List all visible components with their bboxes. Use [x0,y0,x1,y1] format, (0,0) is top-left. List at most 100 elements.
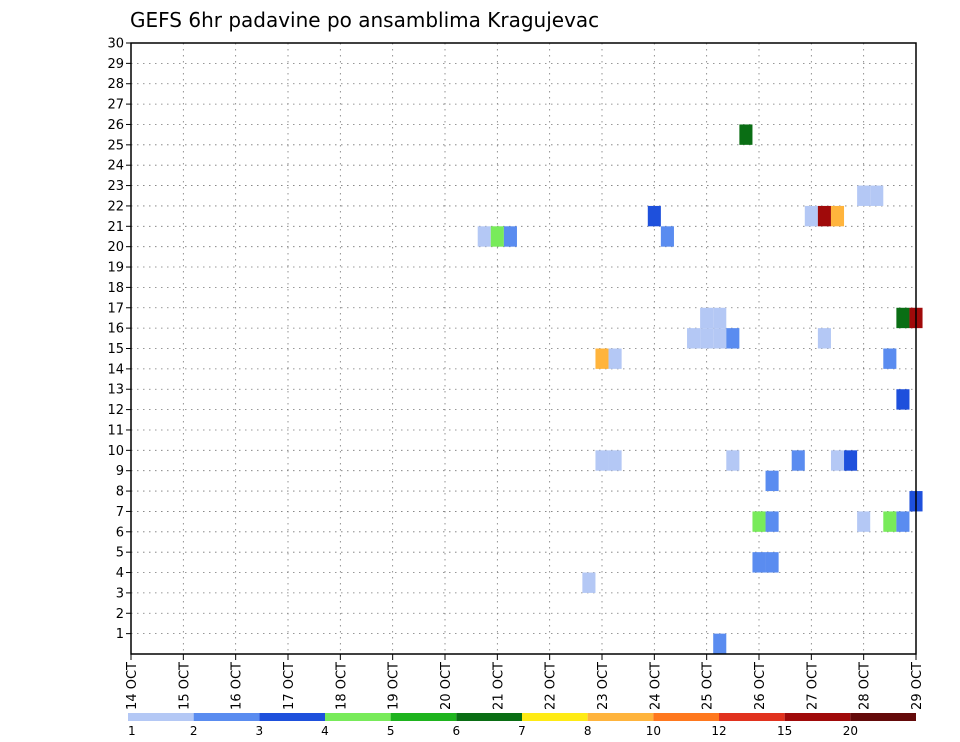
x-tick-label: 20 OCT [439,662,454,710]
y-tick-label: 14 [107,362,124,377]
legend-color-swatch [784,713,851,721]
legend-label: 10 [646,724,661,738]
precipitation-cells [477,124,923,654]
precipitation-cell [830,205,845,227]
precipitation-cell [477,226,491,247]
precipitation-cell [660,226,674,247]
legend-color-swatch [587,713,654,721]
x-tick-label: 26 OCT [753,662,768,710]
y-tick-label: 4 [116,566,124,581]
precipitation-cell [752,552,766,573]
legend-color-swatch [522,713,588,721]
x-axis: 14 OCT 15 OCT 16 OCT 17 OCT 18 OCT 19 OCT 20 O… [125,654,925,710]
precipitation-cell [883,511,897,532]
y-tick-label: 21 [107,220,124,235]
x-tick-label: 28 OCT [858,662,873,710]
y-tick-label: 13 [107,383,124,398]
x-tick-label: 16 OCT [230,662,245,710]
precipitation-cell [582,572,596,593]
y-tick-label: 22 [107,199,124,214]
y-tick-label: 2 [116,607,124,622]
precipitation-cell [791,450,805,471]
y-tick-label: 9 [116,464,124,479]
precipitation-cell [817,328,831,349]
legend-color-swatch [719,713,785,721]
legend-color-swatch [456,713,522,721]
y-tick-label: 7 [116,505,124,520]
x-tick-label: 15 OCT [177,662,192,710]
precipitation-cell [608,450,622,471]
precipitation-cell [647,205,661,227]
legend-label: 5 [387,724,395,738]
legend-label: 4 [321,724,329,738]
x-tick-label: 24 OCT [648,662,663,710]
precipitation-cell [713,307,727,329]
precipitation-cell [503,226,517,247]
x-tick-label: 21 OCT [491,662,506,710]
precipitation-cell [490,226,504,247]
y-tick-label: 17 [107,301,124,316]
precipitation-cell [896,389,910,410]
legend-color-swatch [325,713,391,721]
precipitation-cell [608,348,622,369]
precipitation-cell [804,205,818,227]
x-tick-label: 19 OCT [387,662,402,710]
precipitation-cell [700,307,714,329]
precipitation-cell [857,185,871,206]
precipitation-cell [726,450,740,471]
x-tick-label: 27 OCT [805,662,820,710]
y-tick-label: 12 [107,403,124,418]
legend-color-swatch [193,713,260,721]
y-tick-label: 19 [107,261,124,276]
legend-color-swatch [259,713,325,721]
legend-label: 15 [777,724,792,738]
y-tick-label: 27 [107,98,124,113]
x-tick-label: 22 OCT [544,662,559,710]
x-tick-label: 17 OCT [282,662,297,710]
x-tick-label: 23 OCT [596,662,611,710]
y-tick-label: 25 [107,138,124,153]
precipitation-cell [713,633,727,654]
y-tick-label: 3 [116,586,124,601]
precipitation-cell [883,348,897,369]
y-tick-label: 28 [107,77,124,92]
y-tick-label: 29 [107,57,124,72]
x-tick-label: 18 OCT [334,662,349,710]
precipitation-cell [595,348,609,369]
y-axis: 1234567891011121314151617181920212223242… [107,37,131,642]
y-tick-label: 20 [107,240,124,255]
legend-label: 2 [190,724,198,738]
precipitation-cell [857,511,871,532]
legend-label: 6 [453,724,461,738]
y-tick-label: 26 [107,118,124,133]
precipitation-cell [752,511,766,532]
y-tick-label: 10 [107,444,124,459]
legend-label: 3 [256,724,264,738]
legend-color-swatch [390,713,457,721]
precipitation-cell [896,511,910,532]
legend-color-swatch [850,713,916,721]
precipitation-cell [700,328,714,349]
y-tick-label: 24 [107,159,124,174]
precipitation-cell [870,185,884,206]
x-tick-label: 25 OCT [701,662,716,710]
precipitation-cell [765,470,779,492]
precipitation-cell [739,124,753,145]
y-tick-label: 30 [107,37,124,52]
precipitation-cell [726,328,740,349]
legend-color-swatch [128,713,194,721]
legend-label: 1 [128,724,136,738]
y-tick-label: 11 [107,423,124,438]
precipitation-cell [896,307,910,329]
legend-label: 20 [843,724,858,738]
chart-title: GEFS 6hr padavine po ansamblima Kragujev… [130,8,599,32]
precipitation-cell [830,450,845,471]
y-tick-label: 18 [107,281,124,296]
legend-label: 8 [584,724,592,738]
precipitation-cell [713,328,727,349]
y-tick-label: 6 [116,525,124,540]
precipitation-cell [595,450,609,471]
legend-color-swatch [653,713,719,721]
precipitation-cell [844,450,858,471]
